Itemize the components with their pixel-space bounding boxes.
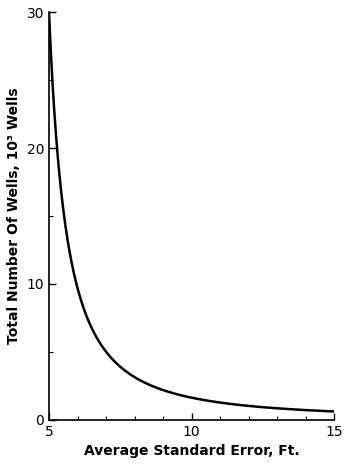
X-axis label: Average Standard Error, Ft.: Average Standard Error, Ft. (84, 444, 300, 458)
Y-axis label: Total Number Of Wells, 10³ Wells: Total Number Of Wells, 10³ Wells (7, 88, 21, 345)
